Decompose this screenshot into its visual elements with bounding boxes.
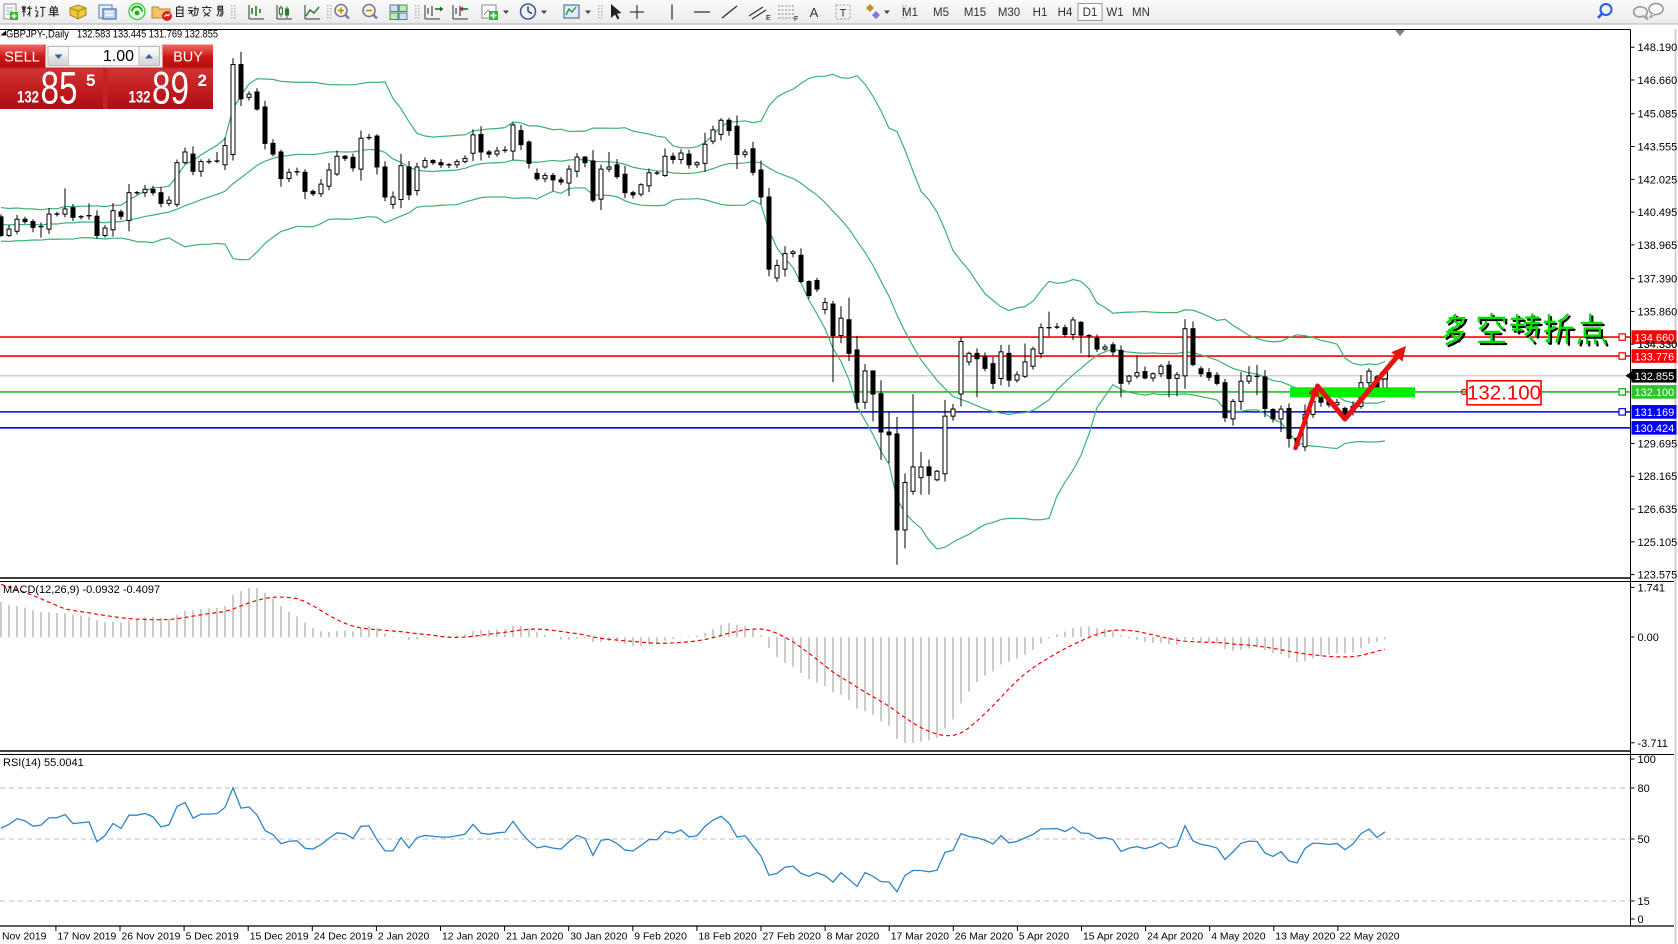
svg-text:0: 0 <box>1638 914 1644 926</box>
svg-text:80: 80 <box>1638 783 1650 795</box>
svg-text:27 Feb 2020: 27 Feb 2020 <box>763 932 822 943</box>
svg-text:BUY: BUY <box>173 50 203 66</box>
svg-text:100: 100 <box>1638 754 1656 766</box>
svg-text:24 Dec 2019: 24 Dec 2019 <box>314 932 373 943</box>
svg-text:26 Nov 2019: 26 Nov 2019 <box>122 932 181 943</box>
svg-text:145.085: 145.085 <box>1638 109 1678 121</box>
svg-text:E: E <box>766 15 771 22</box>
svg-text:F: F <box>794 16 798 23</box>
svg-text:MN: MN <box>1132 7 1150 19</box>
svg-text:M15: M15 <box>964 7 986 19</box>
svg-text:138.965: 138.965 <box>1638 240 1678 252</box>
svg-text:132: 132 <box>129 88 151 107</box>
svg-text:M30: M30 <box>998 7 1020 19</box>
svg-text:H4: H4 <box>1058 7 1073 19</box>
svg-text:2: 2 <box>198 71 207 90</box>
svg-text:1.00: 1.00 <box>103 48 134 65</box>
svg-text:SELL: SELL <box>4 50 39 66</box>
svg-text:128.165: 128.165 <box>1638 471 1678 483</box>
svg-text:15 Apr 2020: 15 Apr 2020 <box>1083 932 1139 943</box>
svg-text:132: 132 <box>17 88 39 107</box>
svg-text:129.695: 129.695 <box>1638 438 1678 450</box>
svg-text:133.776: 133.776 <box>1635 351 1675 363</box>
svg-text:134.660: 134.660 <box>1635 332 1675 344</box>
svg-text:132.100: 132.100 <box>1635 387 1675 399</box>
svg-text:123.575: 123.575 <box>1638 570 1678 582</box>
svg-text:15: 15 <box>1638 896 1650 908</box>
svg-text:MACD(12,26,9) -0.0932 -0.4097: MACD(12,26,9) -0.0932 -0.4097 <box>3 584 160 596</box>
svg-text:125.105: 125.105 <box>1638 537 1678 549</box>
svg-text:1.741: 1.741 <box>1638 582 1666 594</box>
svg-text:89: 89 <box>152 63 189 114</box>
svg-text:30 Jan 2020: 30 Jan 2020 <box>570 932 627 943</box>
svg-text:22 May 2020: 22 May 2020 <box>1339 932 1399 943</box>
svg-text:8 Nov 2019: 8 Nov 2019 <box>0 932 47 943</box>
svg-text:M1: M1 <box>902 7 918 19</box>
svg-text:50: 50 <box>1638 834 1650 846</box>
svg-text:21 Jan 2020: 21 Jan 2020 <box>506 932 563 943</box>
svg-text:4 May 2020: 4 May 2020 <box>1211 932 1266 943</box>
svg-text:H1: H1 <box>1033 7 1048 19</box>
svg-text:13 May 2020: 13 May 2020 <box>1275 932 1335 943</box>
svg-text:12 Jan 2020: 12 Jan 2020 <box>442 932 499 943</box>
svg-text:RSI(14) 55.0041: RSI(14) 55.0041 <box>3 757 84 769</box>
svg-text:134.330: 134.330 <box>1638 339 1678 351</box>
svg-text:GBPJPY-,Daily: GBPJPY-,Daily <box>6 29 70 41</box>
svg-text:A: A <box>810 5 819 20</box>
svg-text:17 Mar 2020: 17 Mar 2020 <box>891 932 950 943</box>
svg-text:D1: D1 <box>1083 7 1098 19</box>
svg-text:0.00: 0.00 <box>1638 632 1659 644</box>
svg-text:137.390: 137.390 <box>1638 274 1678 286</box>
svg-text:-3.711: -3.711 <box>1638 738 1668 750</box>
svg-text:126.635: 126.635 <box>1638 504 1678 516</box>
svg-text:148.190: 148.190 <box>1638 42 1678 54</box>
svg-text:132.855: 132.855 <box>1635 371 1675 383</box>
svg-text:135.860: 135.860 <box>1638 306 1678 318</box>
svg-text:5: 5 <box>86 71 95 90</box>
svg-text:132.100: 132.100 <box>1467 382 1541 405</box>
svg-text:131.169: 131.169 <box>1635 407 1675 419</box>
svg-text:15 Dec 2019: 15 Dec 2019 <box>250 932 309 943</box>
svg-text:M5: M5 <box>933 7 949 19</box>
svg-text:146.660: 146.660 <box>1638 75 1678 87</box>
svg-text:143.555: 143.555 <box>1638 142 1678 154</box>
svg-text:W1: W1 <box>1106 7 1123 19</box>
svg-text:85: 85 <box>41 63 78 114</box>
svg-text:18 Feb 2020: 18 Feb 2020 <box>698 932 757 943</box>
svg-text:5 Apr 2020: 5 Apr 2020 <box>1019 932 1069 943</box>
svg-text:24 Apr 2020: 24 Apr 2020 <box>1147 932 1203 943</box>
svg-text:26 Mar 2020: 26 Mar 2020 <box>955 932 1014 943</box>
svg-text:9 Feb 2020: 9 Feb 2020 <box>634 932 687 943</box>
svg-text:5 Dec 2019: 5 Dec 2019 <box>186 932 239 943</box>
svg-text:8 Mar 2020: 8 Mar 2020 <box>827 932 880 943</box>
svg-text:17 Nov 2019: 17 Nov 2019 <box>57 932 116 943</box>
svg-text:2 Jan 2020: 2 Jan 2020 <box>378 932 430 943</box>
svg-text:132.583 133.445 131.769 132.85: 132.583 133.445 131.769 132.855 <box>77 29 218 41</box>
svg-text:T: T <box>840 8 847 20</box>
svg-text:140.495: 140.495 <box>1638 207 1678 219</box>
svg-text:130.424: 130.424 <box>1635 423 1675 435</box>
svg-text:142.025: 142.025 <box>1638 174 1678 186</box>
